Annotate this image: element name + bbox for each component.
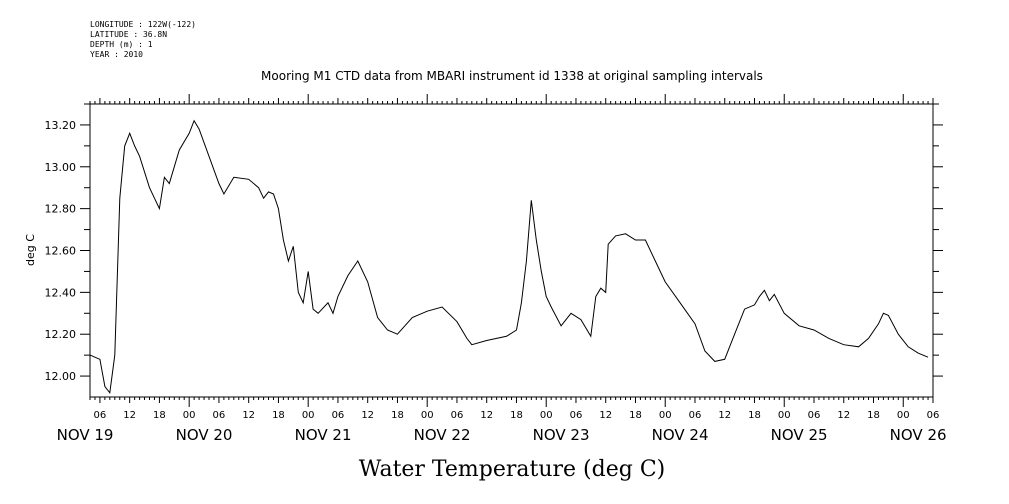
x-tick-label: 18 <box>629 410 642 421</box>
x-axis-label: Water Temperature (deg C) <box>359 457 666 482</box>
x-tick-label: 18 <box>867 410 880 421</box>
x-tick-label: 12 <box>718 410 731 421</box>
day-label: NOV 23 <box>533 426 590 444</box>
latitude-label: LATITUDE : 36.8N <box>90 30 168 39</box>
x-tick-label: 12 <box>242 410 255 421</box>
x-tick-label: 06 <box>570 410 583 421</box>
x-tick-labels: 06 12 18 00 06 12 18 00 06 12 18 00 06 12 18 00 06 12 18 00… <box>94 410 940 421</box>
x-tick-label: 06 <box>94 410 107 421</box>
x-tick-label: 12 <box>599 410 612 421</box>
y-tick-labels: 12.00 12.20 12.40 12.60 12.80 13.00 13.20 <box>45 119 77 383</box>
y-tick-label: 13.00 <box>45 161 77 174</box>
x-tick-label: 00 <box>659 410 672 421</box>
axis-ticks <box>80 94 943 407</box>
y-tick-label: 12.00 <box>45 370 77 383</box>
day-label: NOV 22 <box>414 426 471 444</box>
y-tick-label: 12.40 <box>45 286 77 299</box>
day-labels: NOV 19 NOV 20 NOV 21 NOV 22 NOV 23 NOV 24 NOV … <box>57 426 947 444</box>
station-metadata: LONGITUDE : 122W(-122) LATITUDE : 36.8N … <box>90 20 196 60</box>
chart-title: Mooring M1 CTD data from MBARI instrumen… <box>261 69 763 83</box>
y-axis-label: deg C <box>24 234 37 266</box>
x-tick-label: 06 <box>689 410 702 421</box>
x-tick-label: 12 <box>480 410 493 421</box>
x-tick-label: 06 <box>213 410 226 421</box>
day-label: NOV 26 <box>890 426 947 444</box>
day-label: NOV 19 <box>57 426 114 444</box>
x-tick-label: 18 <box>391 410 404 421</box>
x-tick-label: 18 <box>272 410 285 421</box>
x-tick-label: 06 <box>332 410 345 421</box>
day-label: NOV 20 <box>176 426 233 444</box>
x-tick-label: 00 <box>778 410 791 421</box>
y-tick-label: 13.20 <box>45 119 77 132</box>
x-tick-label: 06 <box>927 410 940 421</box>
x-tick-label: 00 <box>540 410 553 421</box>
x-tick-label: 12 <box>361 410 374 421</box>
y-tick-label: 12.60 <box>45 245 77 258</box>
x-tick-label: 00 <box>183 410 196 421</box>
y-tick-label: 12.20 <box>45 328 77 341</box>
x-tick-label: 00 <box>421 410 434 421</box>
day-label: NOV 25 <box>771 426 828 444</box>
x-tick-label: 12 <box>837 410 850 421</box>
x-tick-label: 18 <box>510 410 523 421</box>
temperature-line <box>89 119 929 395</box>
x-tick-label: 06 <box>808 410 821 421</box>
depth-label: DEPTH (m) : 1 <box>90 40 153 49</box>
x-tick-label: 06 <box>451 410 464 421</box>
x-tick-label: 00 <box>897 410 910 421</box>
x-tick-label: 12 <box>123 410 136 421</box>
longitude-label: LONGITUDE : 122W(-122) <box>90 20 196 29</box>
plot-frame <box>89 103 934 398</box>
day-label: NOV 24 <box>652 426 709 444</box>
year-label: YEAR : 2010 <box>90 50 143 59</box>
x-tick-label: 00 <box>302 410 315 421</box>
y-tick-label: 12.80 <box>45 203 77 216</box>
x-tick-label: 18 <box>153 410 166 421</box>
day-label: NOV 21 <box>295 426 352 444</box>
x-tick-label: 18 <box>748 410 761 421</box>
